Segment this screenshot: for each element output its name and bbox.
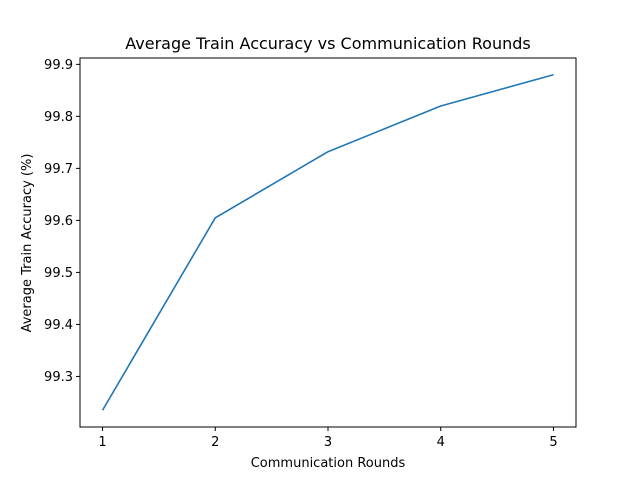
y-tick-label: 99.5	[44, 266, 73, 281]
y-axis-label: Average Train Accuracy (%)	[20, 154, 35, 333]
y-tick-label: 99.9	[44, 58, 73, 73]
y-tick-label: 99.4	[44, 318, 73, 333]
x-axis-ticks: 1 2 3 4 5	[98, 427, 558, 450]
x-tick-label: 4	[437, 435, 445, 450]
x-tick-label: 3	[324, 435, 332, 450]
y-tick-label: 99.6	[44, 214, 73, 229]
series-layer	[101, 73, 554, 411]
y-tick-label: 99.3	[44, 370, 73, 385]
y-tick-label: 99.7	[44, 162, 73, 177]
x-tick-label: 1	[98, 435, 106, 450]
chart-title: Average Train Accuracy vs Communication …	[125, 34, 530, 53]
y-tick-label: 99.8	[44, 110, 73, 125]
x-axis-label: Communication Rounds	[251, 456, 406, 471]
x-tick-label: 2	[211, 435, 219, 450]
y-axis-ticks: 99.3 99.4 99.5 99.6 99.7 99.8 99.9	[44, 58, 80, 385]
x-tick-label: 5	[549, 435, 557, 450]
